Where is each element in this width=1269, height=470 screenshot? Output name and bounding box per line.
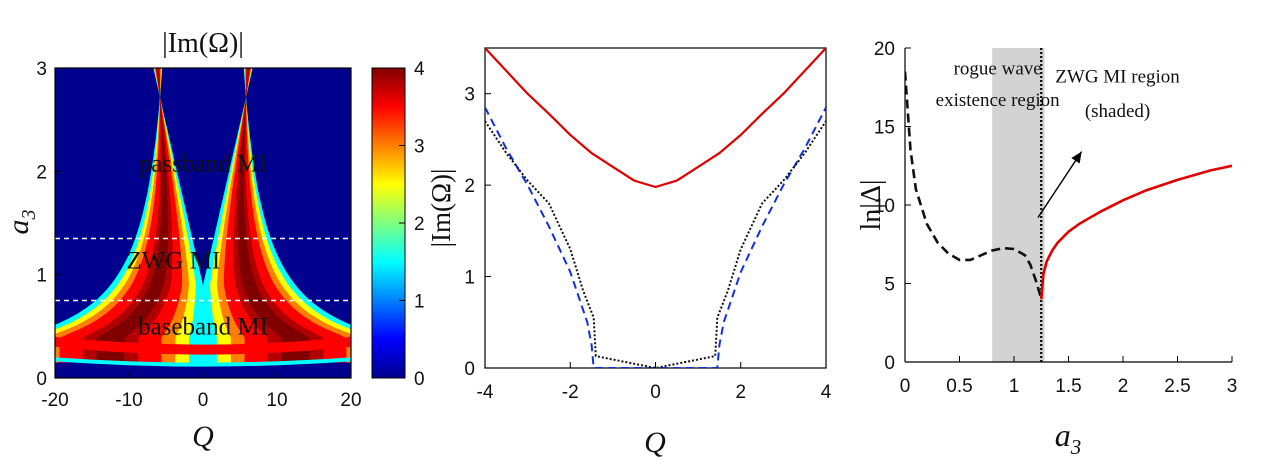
right-annotation: (shaded) [1085,101,1150,122]
x-tick-label: 2 [1118,376,1129,397]
x-tick-label: -2 [562,382,579,403]
right-plot-background [905,48,1232,362]
middle-x-label: Q [644,426,666,459]
colorbar-ticks: 0 1 2 3 4 [399,59,425,390]
series-line-dashed [905,71,1043,300]
right-annotation: ZWG MI region [1055,67,1180,88]
middle-y-label: |Im(Ω)| [426,169,456,248]
heatmap-panel: |Im(Ω)| passband MI ZWG MI baseband MI -20… [2,28,425,453]
heatmap-annotation: passband MI [139,150,267,177]
heatmap-annotation: ZWG MI [127,247,221,274]
y-tick-label: 10 [874,196,895,217]
heatmap-y-ticks: 0 1 2 3 [36,59,61,390]
heat-baseband-arc [55,336,351,355]
x-tick-label: 0 [198,390,209,411]
x-tick-label: 20 [340,390,361,411]
right-plot-lines [905,48,1232,362]
colorbar-tick-label: 1 [414,292,425,313]
x-tick-label: -4 [477,382,494,403]
right-x-label: a3 [1055,417,1082,459]
x-tick-label: 1 [1009,376,1020,397]
heat-band-left-5 [96,68,169,363]
heatmap-annotation: baseband MI [138,314,268,341]
y-tick-label: 0 [36,369,47,390]
heatmap-x-ticks: -20 -10 0 10 20 [41,372,362,411]
shaded-region [992,48,1045,362]
heat-baseband-arc-low [55,357,351,367]
middle-plot-frame [484,47,827,369]
heatmap-annotations: passband MI ZWG MI baseband MI [127,150,268,340]
x-tick-label: -20 [41,390,68,411]
x-tick-label: 10 [266,390,287,411]
heatmap-y-label: a3 [2,210,40,235]
series-line-solid [485,48,826,189]
colorbar-tick-label: 2 [414,214,425,235]
y-tick-label: 0 [464,359,475,380]
right-annotation: rogue wave [954,59,1042,80]
x-tick-label: 1.5 [1055,376,1081,397]
y-tick-label: 20 [874,39,895,60]
colorbar-tick-label: 4 [414,59,425,80]
right-x-ticks: 0 0.5 1 1.5 2 2.5 3 [900,356,1238,397]
y-tick-label: 3 [36,59,47,80]
x-tick-label: 0 [900,376,911,397]
y-tick-label: 1 [464,268,475,289]
heatmap-bands [55,68,351,367]
x-tick-label: -10 [115,390,142,411]
right-y-label: ln|Δ| [856,180,887,231]
heatmap-region-dividers [55,237,351,302]
middle-plot-lines [485,48,826,368]
middle-x-ticks: -4 -2 0 2 4 [477,362,832,403]
svg-text:a3: a3 [2,210,40,235]
right-y-ticks: 0 5 10 15 20 [874,39,911,374]
colorbar-tick-label: 0 [414,369,425,390]
x-tick-label: 2 [735,382,746,403]
y-tick-label: 0 [884,353,895,374]
annotation-arrow [1037,151,1083,218]
right-annotation: existence region [936,90,1060,111]
x-tick-label: 2.5 [1164,376,1190,397]
x-tick-label: 0 [650,382,661,403]
y-tick-label: 1 [36,266,47,287]
svg-text:a3: a3 [1055,417,1082,459]
heat-band-right-5 [237,68,310,363]
x-tick-label: 0.5 [946,376,972,397]
heatmap-x-label: Q [192,420,214,453]
y-tick-label: 2 [36,162,47,183]
colorbar-tick-label: 3 [414,137,425,158]
series-line-dashed [485,106,826,368]
y-tick-label: 5 [884,275,895,296]
middle-y-ticks: 0 1 2 3 [464,85,491,380]
y-tick-label: 3 [464,85,475,106]
heatmap-title: |Im(Ω)| [162,28,244,59]
annotation-arrowhead [1071,151,1082,164]
y-tick-label: 15 [874,118,895,139]
line-panel-middle: -4 -2 0 2 4 0 1 2 3 Q |Im(Ω)| [426,47,832,459]
series-line-solid [1040,164,1232,300]
y-tick-label: 2 [464,176,475,197]
x-tick-label: 3 [1227,376,1238,397]
x-tick-label: 4 [821,382,832,403]
